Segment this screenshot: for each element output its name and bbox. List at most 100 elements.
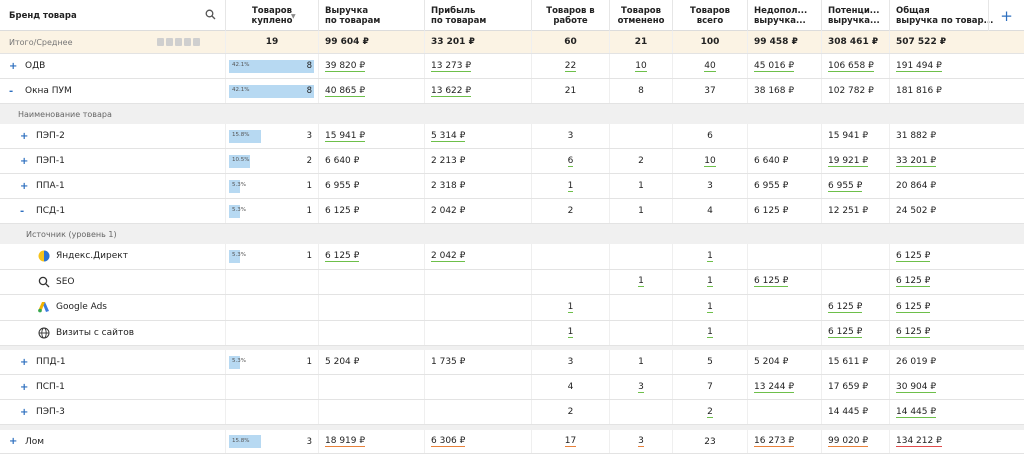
value-text: 6 125 ₽ — [890, 327, 931, 339]
row-label-cell[interactable]: Визиты с сайтов — [0, 321, 225, 346]
value-text: 3 — [568, 131, 574, 141]
expand-toggle[interactable]: + — [20, 130, 29, 142]
row-label-cell[interactable]: - ПСД-1 — [0, 199, 225, 223]
table-row[interactable]: - ПСД-1 5.3% 1 6 125 ₽ 2 042 ₽ 2 1 4 6 125 ₽ 12 25… — [0, 199, 1024, 224]
value-text: 5 — [707, 357, 713, 367]
value: 2 — [567, 407, 574, 417]
table-row[interactable]: + ПЭП-2 15.8% 3 15 941 ₽ 5 314 ₽ 3 6 15 941 ₽ 31 … — [0, 124, 1024, 149]
expand-toggle[interactable]: - — [20, 205, 25, 217]
total-cell: 33 201 ₽ — [424, 31, 531, 53]
row-label-cell[interactable]: SEO — [0, 270, 225, 295]
expand-toggle[interactable]: + — [20, 180, 29, 192]
row-label-cell[interactable]: Яндекс.Директ — [0, 244, 225, 269]
row-label-cell[interactable]: + ПСП-1 — [0, 375, 225, 399]
value-text: 6 125 ₽ — [748, 206, 788, 216]
header-col-label: Выручка по товарам — [325, 5, 381, 26]
header-col-9[interactable]: Общая выручка по товар... — [889, 0, 993, 31]
header-col-8[interactable]: Потенци... выручка... — [821, 0, 889, 31]
row-label-cell[interactable]: + ОДВ — [0, 54, 225, 78]
value-cell-6: 23 — [672, 430, 747, 453]
value-cell-3 — [424, 400, 531, 424]
expand-toggle[interactable]: + — [20, 356, 29, 368]
value: 6 — [567, 155, 574, 167]
value: 2 — [707, 406, 713, 418]
value-text: 6 125 ₽ — [822, 327, 863, 339]
header-col-4[interactable]: Товаров в работе — [531, 0, 609, 31]
chart-icon[interactable] — [175, 38, 182, 46]
share-percent: 5.3% — [232, 182, 246, 188]
value-text: 33 201 ₽ — [890, 156, 937, 167]
row-label-cell[interactable]: + ППД-1 — [0, 350, 225, 374]
header-col-7[interactable]: Недопол... выручка... — [747, 0, 821, 31]
value-cell-2 — [318, 320, 424, 345]
search-icon[interactable] — [205, 9, 216, 23]
total-value: 308 461 ₽ — [828, 37, 879, 47]
header-col-5[interactable]: Товаров отменено — [609, 0, 672, 31]
table-row[interactable]: - Окна ПУМ 42.1% 8 40 865 ₽ 13 622 ₽ 21 8 37 38 1… — [0, 79, 1024, 104]
grid-icon[interactable] — [166, 38, 173, 46]
value-text: 6 125 ₽ — [890, 251, 931, 262]
expand-toggle[interactable]: - — [9, 85, 14, 97]
row-label-cell[interactable]: - Окна ПУМ — [0, 79, 225, 103]
row-label-cell[interactable]: + ПЭП-1 — [0, 149, 225, 173]
row-label-cell[interactable]: + ПЭП-2 — [0, 124, 225, 148]
value-cell-8: 14 445 ₽ — [821, 400, 889, 424]
header-col-3[interactable]: Прибыль по товарам — [424, 0, 531, 31]
header-col-2[interactable]: Выручка по товарам — [318, 0, 424, 31]
value-text: 5 314 ₽ — [425, 131, 466, 142]
value-text: 20 864 ₽ — [890, 181, 936, 191]
row-label-cell[interactable]: + ППА-1 — [0, 174, 225, 198]
value-cell-9: 31 882 ₽ — [889, 124, 988, 148]
header-brand-col[interactable]: Бренд товара — [0, 0, 225, 31]
row-label-cell[interactable]: + ПЭП-3 — [0, 400, 225, 424]
list-icon[interactable] — [193, 38, 200, 46]
table-row[interactable]: Google Ads 1 1 6 125 ₽ 6 125 ₽ — [0, 295, 1024, 321]
table-row[interactable]: SEO 1 1 6 125 ₽ 6 125 ₽ — [0, 269, 1024, 295]
add-column-button[interactable]: + — [988, 0, 1024, 31]
total-row: Итого/Среднее 19 99 604 ₽ 33 201 ₽ 60 21 100 99… — [0, 31, 1024, 54]
value-cell-7: 13 244 ₽ — [747, 375, 821, 399]
header-col-1[interactable]: Товаров куплено ▼ — [225, 0, 318, 31]
row-label-cell[interactable]: Google Ads — [0, 295, 225, 320]
expand-toggle[interactable]: + — [9, 60, 18, 72]
table-row[interactable]: Яндекс.Директ 5.3% 1 6 125 ₽ 2 042 ₽ 1 6 125 ₽ — [0, 244, 1024, 270]
expand-toggle[interactable]: + — [20, 406, 29, 418]
sort-desc-icon[interactable]: ▼ — [291, 13, 296, 20]
sort-icon[interactable] — [157, 38, 164, 46]
value: 4 — [567, 382, 574, 392]
value: 6 125 ₽ — [754, 206, 789, 216]
total-cell: 100 — [672, 31, 747, 53]
header-col-6[interactable]: Товаров всего — [672, 0, 747, 31]
value: 30 904 ₽ — [896, 381, 937, 393]
value-cell-3: 2 042 ₽ — [424, 244, 531, 269]
table-row[interactable]: + ППД-1 5.3% 1 5 204 ₽ 1 735 ₽ 3 1 5 5 204 ₽ 15 61… — [0, 350, 1024, 375]
share-bar — [229, 249, 240, 263]
value: 2 318 ₽ — [431, 181, 466, 191]
total-value: 33 201 ₽ — [431, 37, 475, 47]
table-row[interactable]: + Лом 15.8% 3 18 919 ₽ 6 306 ₽ 17 3 23 16 273 ₽ 99… — [0, 430, 1024, 454]
value: 1 — [638, 276, 644, 288]
table-row[interactable]: + ПЭП-3 2 2 14 445 ₽ 14 445 ₽ — [0, 400, 1024, 425]
expand-toggle[interactable]: + — [20, 381, 29, 393]
value: 13 273 ₽ — [431, 60, 472, 72]
table-row[interactable]: + ПЭП-1 10.5% 2 6 640 ₽ 2 213 ₽ 6 2 10 6 640 ₽ 19 … — [0, 149, 1024, 174]
table-row[interactable]: + ПСП-1 4 3 7 13 244 ₽ 17 659 ₽ 30 904 ₽ — [0, 375, 1024, 400]
value-cell-2 — [318, 295, 424, 320]
value: 6 955 ₽ — [828, 180, 863, 192]
row-label: ПЭП-3 — [36, 407, 65, 417]
value: 2 — [638, 156, 644, 166]
table-row[interactable]: + ОДВ 42.1% 8 39 820 ₽ 13 273 ₽ 22 10 40 45 016 ₽… — [0, 54, 1024, 79]
value-text: 5 204 ₽ — [319, 357, 359, 367]
phone-icon[interactable] — [184, 38, 191, 46]
expand-toggle[interactable]: + — [20, 155, 29, 167]
table-row[interactable]: + ППА-1 5.3% 1 6 955 ₽ 2 318 ₽ 1 1 3 6 955 ₽ 6 955… — [0, 174, 1024, 199]
header-col-label: Прибыль по товарам — [431, 5, 487, 26]
expand-toggle[interactable]: + — [9, 436, 18, 447]
row-label-cell[interactable]: + Лом — [0, 430, 225, 453]
table-row[interactable]: Визиты с сайтов 1 1 6 125 ₽ 6 125 ₽ — [0, 320, 1024, 346]
value-text: 6 955 ₽ — [319, 181, 359, 191]
value: 10 — [704, 155, 716, 167]
total-cell: 507 522 ₽ — [889, 31, 988, 53]
value: 6 640 ₽ — [325, 156, 360, 166]
value-cell-4: 2 — [531, 400, 609, 424]
